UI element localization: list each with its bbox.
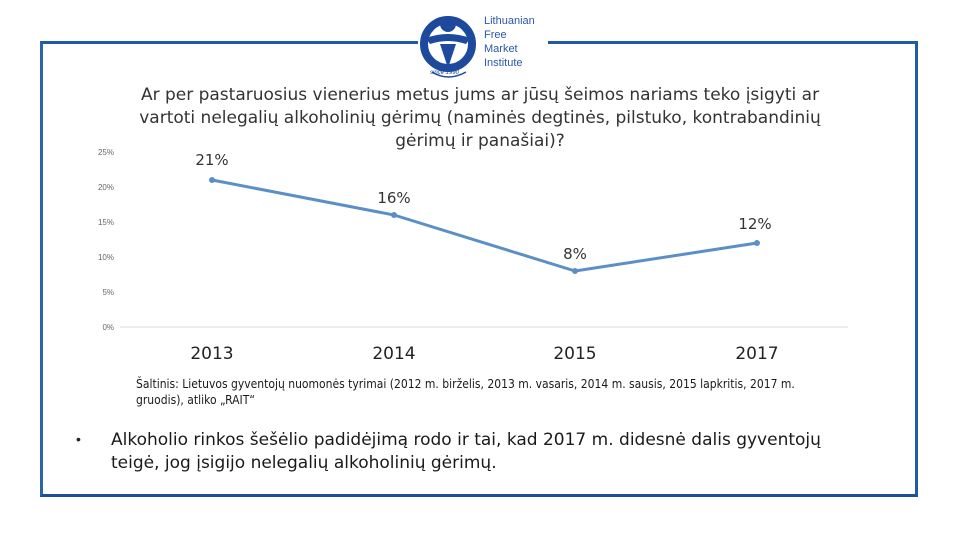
data-point bbox=[572, 268, 578, 274]
lfmi-logo: Lithuanian Free Market Institute since 1… bbox=[418, 6, 548, 82]
y-tick-label: 5% bbox=[102, 288, 114, 297]
series-points bbox=[209, 177, 760, 274]
data-point bbox=[391, 212, 397, 218]
data-label: 12% bbox=[738, 215, 771, 233]
bullet-marker: • bbox=[76, 431, 81, 447]
logo-line: Institute bbox=[484, 57, 523, 69]
logo-line: Market bbox=[484, 43, 518, 55]
y-tick-label: 10% bbox=[98, 253, 114, 262]
lfmi-figure-icon bbox=[420, 16, 476, 78]
x-tick-label: 2015 bbox=[553, 344, 596, 364]
x-tick-label: 2013 bbox=[190, 344, 233, 364]
bullet-text: Alkoholio rinkos šešėlio padidėjimą rodo… bbox=[111, 430, 821, 473]
x-axis-categories: 2013 2014 2015 2017 bbox=[190, 344, 778, 364]
logo-line: Lithuanian bbox=[484, 15, 535, 27]
logo-line: Free bbox=[484, 29, 507, 41]
y-tick-label: 15% bbox=[98, 218, 114, 227]
source-note: Šaltinis: Lietuvos gyventojų nuomonės ty… bbox=[136, 377, 795, 407]
logo-wordmark: Lithuanian Free Market Institute bbox=[484, 14, 554, 70]
x-tick-label: 2017 bbox=[735, 344, 778, 364]
chart-title: Ar per pastaruosius vienerius metus jums… bbox=[139, 85, 821, 151]
x-tick-label: 2014 bbox=[372, 344, 415, 364]
data-label: 21% bbox=[195, 151, 228, 169]
data-point bbox=[209, 177, 215, 183]
y-tick-label: 25% bbox=[98, 148, 114, 157]
data-labels: 21% 16% 8% 12% bbox=[195, 151, 771, 263]
y-tick-label: 0% bbox=[102, 323, 114, 332]
logo-tagline: since 1990 bbox=[430, 70, 460, 76]
data-label: 16% bbox=[377, 189, 410, 207]
data-label: 8% bbox=[563, 245, 587, 263]
data-point bbox=[754, 240, 760, 246]
y-axis-ticks: 0% 5% 10% 15% 20% 25% bbox=[98, 148, 114, 332]
series-line bbox=[211, 178, 758, 273]
y-tick-label: 20% bbox=[98, 183, 114, 192]
